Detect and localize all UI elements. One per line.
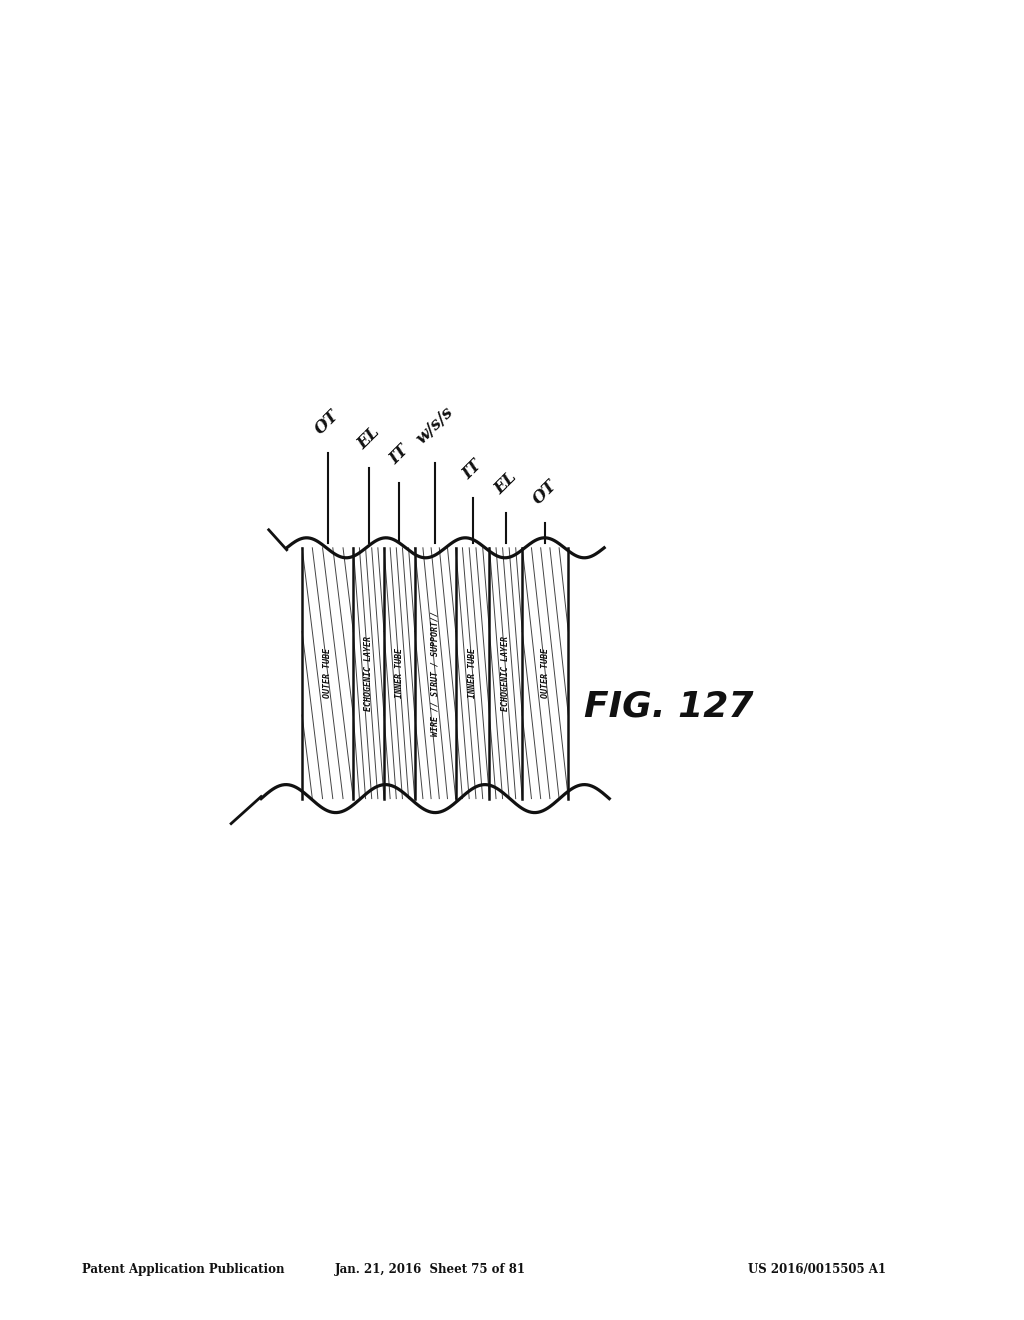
- Text: IT: IT: [386, 442, 413, 467]
- Polygon shape: [353, 548, 384, 799]
- Text: Jan. 21, 2016  Sheet 75 of 81: Jan. 21, 2016 Sheet 75 of 81: [335, 1263, 525, 1276]
- Text: US 2016/0015505 A1: US 2016/0015505 A1: [748, 1263, 886, 1276]
- Polygon shape: [522, 548, 568, 799]
- Text: EL: EL: [354, 424, 383, 453]
- Text: INNER TUBE: INNER TUBE: [395, 648, 403, 698]
- Polygon shape: [415, 548, 456, 799]
- Text: ECHOGENIC LAYER: ECHOGENIC LAYER: [365, 636, 373, 710]
- Text: OUTER TUBE: OUTER TUBE: [324, 648, 332, 698]
- Text: FIG. 127: FIG. 127: [584, 689, 754, 723]
- Text: OUTER TUBE: OUTER TUBE: [541, 648, 550, 698]
- Polygon shape: [302, 548, 353, 799]
- Text: WIRE // STRUT / SUPPORT//: WIRE // STRUT / SUPPORT//: [431, 611, 439, 735]
- Polygon shape: [384, 548, 415, 799]
- Text: Patent Application Publication: Patent Application Publication: [82, 1263, 285, 1276]
- Text: w/s/s: w/s/s: [414, 404, 457, 447]
- Polygon shape: [456, 548, 489, 799]
- Text: INNER TUBE: INNER TUBE: [468, 648, 477, 698]
- Text: IT: IT: [460, 457, 485, 483]
- Text: EL: EL: [492, 469, 520, 498]
- Polygon shape: [489, 548, 522, 799]
- Text: ECHOGENIC LAYER: ECHOGENIC LAYER: [502, 636, 510, 710]
- Text: OT: OT: [529, 477, 561, 508]
- Text: OT: OT: [312, 407, 343, 438]
